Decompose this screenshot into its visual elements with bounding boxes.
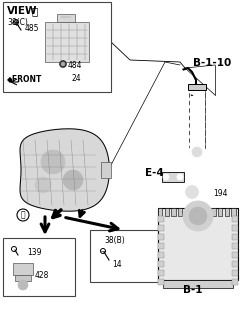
Bar bbox=[198, 208, 202, 216]
Text: 484: 484 bbox=[68, 61, 83, 70]
Bar bbox=[225, 208, 229, 216]
Text: 38(B): 38(B) bbox=[104, 236, 125, 245]
Bar bbox=[232, 216, 238, 222]
Bar bbox=[163, 280, 233, 288]
Circle shape bbox=[18, 280, 28, 290]
Bar bbox=[3, 238, 75, 296]
Circle shape bbox=[177, 174, 183, 180]
Text: 428: 428 bbox=[35, 271, 49, 280]
Circle shape bbox=[183, 201, 213, 231]
Text: B-1-10: B-1-10 bbox=[193, 58, 231, 68]
Text: 38(C): 38(C) bbox=[7, 18, 28, 27]
Circle shape bbox=[189, 207, 207, 225]
Text: ◆FRONT: ◆FRONT bbox=[7, 74, 42, 83]
Bar bbox=[232, 252, 238, 258]
Bar bbox=[232, 225, 238, 231]
Text: 139: 139 bbox=[27, 248, 41, 257]
Bar bbox=[211, 208, 216, 216]
Text: Ⓐ: Ⓐ bbox=[21, 211, 25, 220]
Bar bbox=[158, 208, 162, 216]
Bar bbox=[13, 263, 33, 275]
Bar bbox=[57, 14, 75, 22]
Text: E-4: E-4 bbox=[145, 168, 164, 178]
Bar bbox=[158, 234, 164, 240]
Text: Ⓐ: Ⓐ bbox=[31, 6, 37, 16]
Bar bbox=[90, 230, 158, 282]
Circle shape bbox=[35, 177, 51, 193]
Bar bbox=[15, 275, 31, 281]
Ellipse shape bbox=[189, 119, 205, 125]
Bar bbox=[185, 208, 189, 216]
Ellipse shape bbox=[189, 126, 205, 132]
Circle shape bbox=[60, 60, 66, 68]
Bar bbox=[188, 84, 206, 90]
Circle shape bbox=[63, 170, 83, 190]
Polygon shape bbox=[20, 129, 109, 211]
Bar bbox=[191, 208, 196, 216]
Text: B-1: B-1 bbox=[183, 285, 203, 295]
Circle shape bbox=[41, 150, 65, 174]
Text: 485: 485 bbox=[25, 24, 39, 33]
Bar bbox=[158, 261, 164, 267]
Bar bbox=[158, 208, 238, 280]
Bar bbox=[158, 279, 164, 285]
Bar bbox=[232, 234, 238, 240]
Bar bbox=[232, 270, 238, 276]
Text: 24: 24 bbox=[71, 74, 81, 83]
Bar bbox=[158, 225, 164, 231]
Ellipse shape bbox=[189, 111, 205, 117]
Circle shape bbox=[182, 182, 202, 202]
Bar bbox=[205, 208, 209, 216]
Bar bbox=[158, 252, 164, 258]
Bar bbox=[101, 162, 111, 178]
Bar bbox=[232, 243, 238, 249]
Bar bbox=[158, 216, 164, 222]
Ellipse shape bbox=[189, 141, 205, 148]
Circle shape bbox=[189, 144, 205, 160]
Bar bbox=[171, 208, 176, 216]
Bar bbox=[158, 270, 164, 276]
Circle shape bbox=[192, 147, 202, 157]
Ellipse shape bbox=[189, 96, 205, 102]
Ellipse shape bbox=[189, 104, 205, 110]
Bar bbox=[45, 22, 89, 62]
Text: 14: 14 bbox=[112, 260, 122, 269]
Text: VIEW: VIEW bbox=[7, 6, 37, 16]
Bar bbox=[231, 208, 236, 216]
Circle shape bbox=[185, 186, 198, 198]
Bar bbox=[232, 261, 238, 267]
Bar bbox=[218, 208, 222, 216]
Bar bbox=[3, 2, 111, 92]
Circle shape bbox=[61, 62, 65, 66]
Ellipse shape bbox=[189, 133, 205, 140]
Bar bbox=[158, 243, 164, 249]
Circle shape bbox=[163, 174, 169, 180]
Circle shape bbox=[173, 68, 183, 78]
Bar bbox=[178, 208, 182, 216]
Bar bbox=[232, 279, 238, 285]
Bar bbox=[162, 172, 184, 182]
Ellipse shape bbox=[189, 89, 205, 95]
Text: 194: 194 bbox=[213, 189, 228, 198]
Bar bbox=[165, 208, 169, 216]
